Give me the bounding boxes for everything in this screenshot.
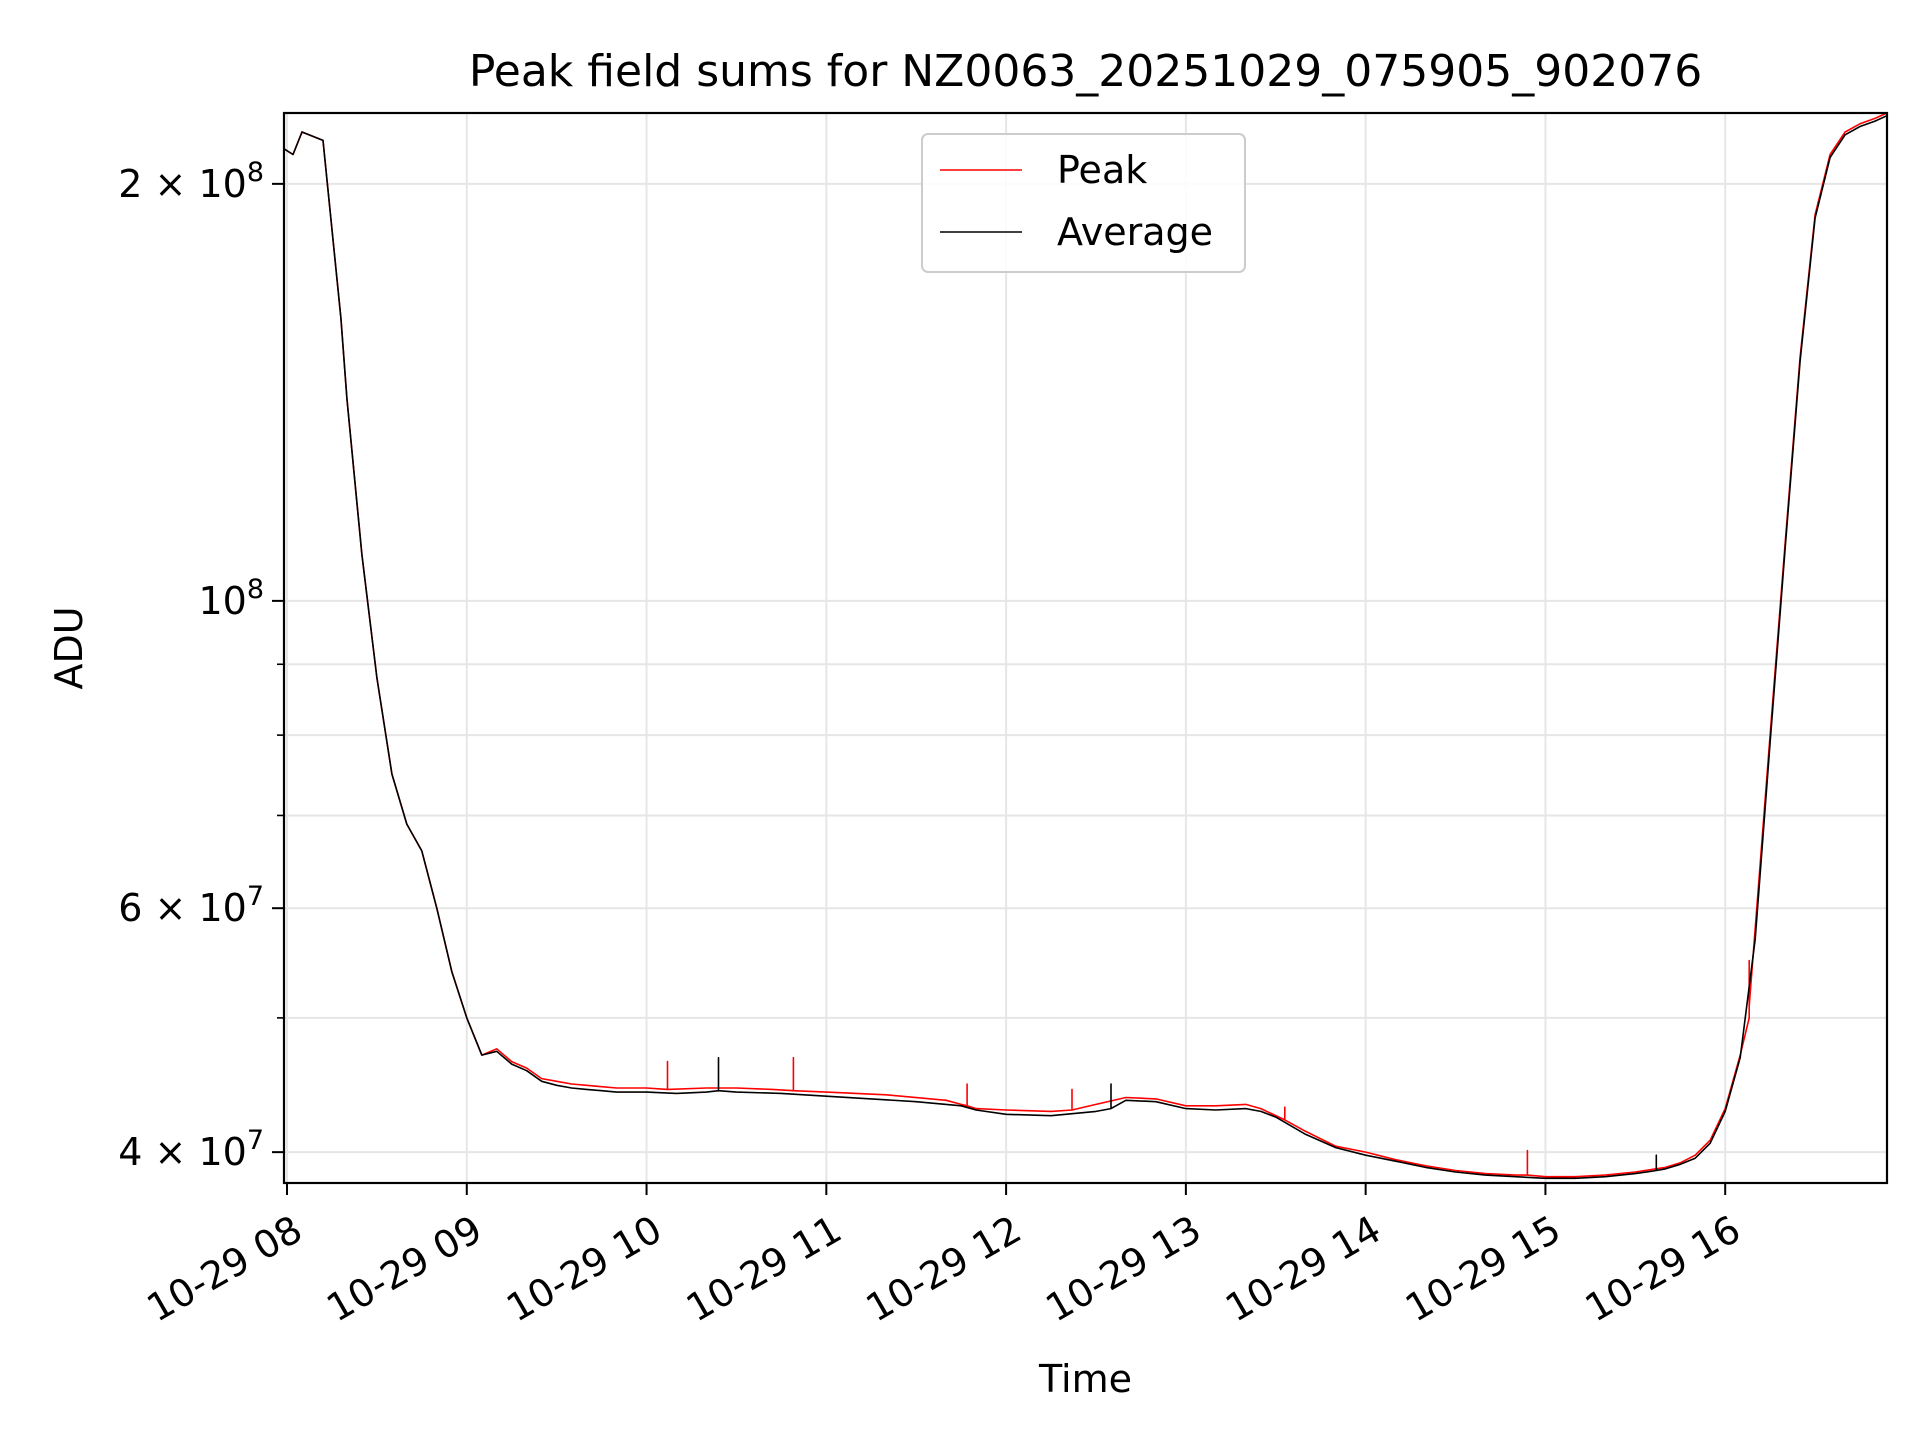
y-tick-label: 108: [198, 574, 264, 623]
y-tick-label: 4 × 107: [118, 1125, 264, 1174]
axes-frame: [282, 111, 1889, 1185]
x-axis-label: Time: [1038, 1357, 1132, 1401]
y-tick-label: 2 × 108: [118, 157, 264, 206]
chart-title: Peak field sums for NZ0063_20251029_0759…: [469, 46, 1702, 97]
legend: Peak Average: [921, 133, 1246, 273]
legend-label-average: Average: [1057, 210, 1213, 254]
grid: [284, 113, 1887, 1183]
y-axis-ticks: 4 × 107 6 × 107 108 2 × 108: [118, 157, 284, 1174]
legend-label-peak: Peak: [1057, 148, 1147, 192]
series-lines: [283, 112, 1888, 1180]
y-tick-label: 6 × 107: [118, 881, 264, 930]
y-axis-label: ADU: [47, 606, 91, 689]
legend-box: [921, 133, 1246, 273]
series-line-peak: [283, 112, 1888, 1178]
series-line-average: [283, 114, 1888, 1180]
